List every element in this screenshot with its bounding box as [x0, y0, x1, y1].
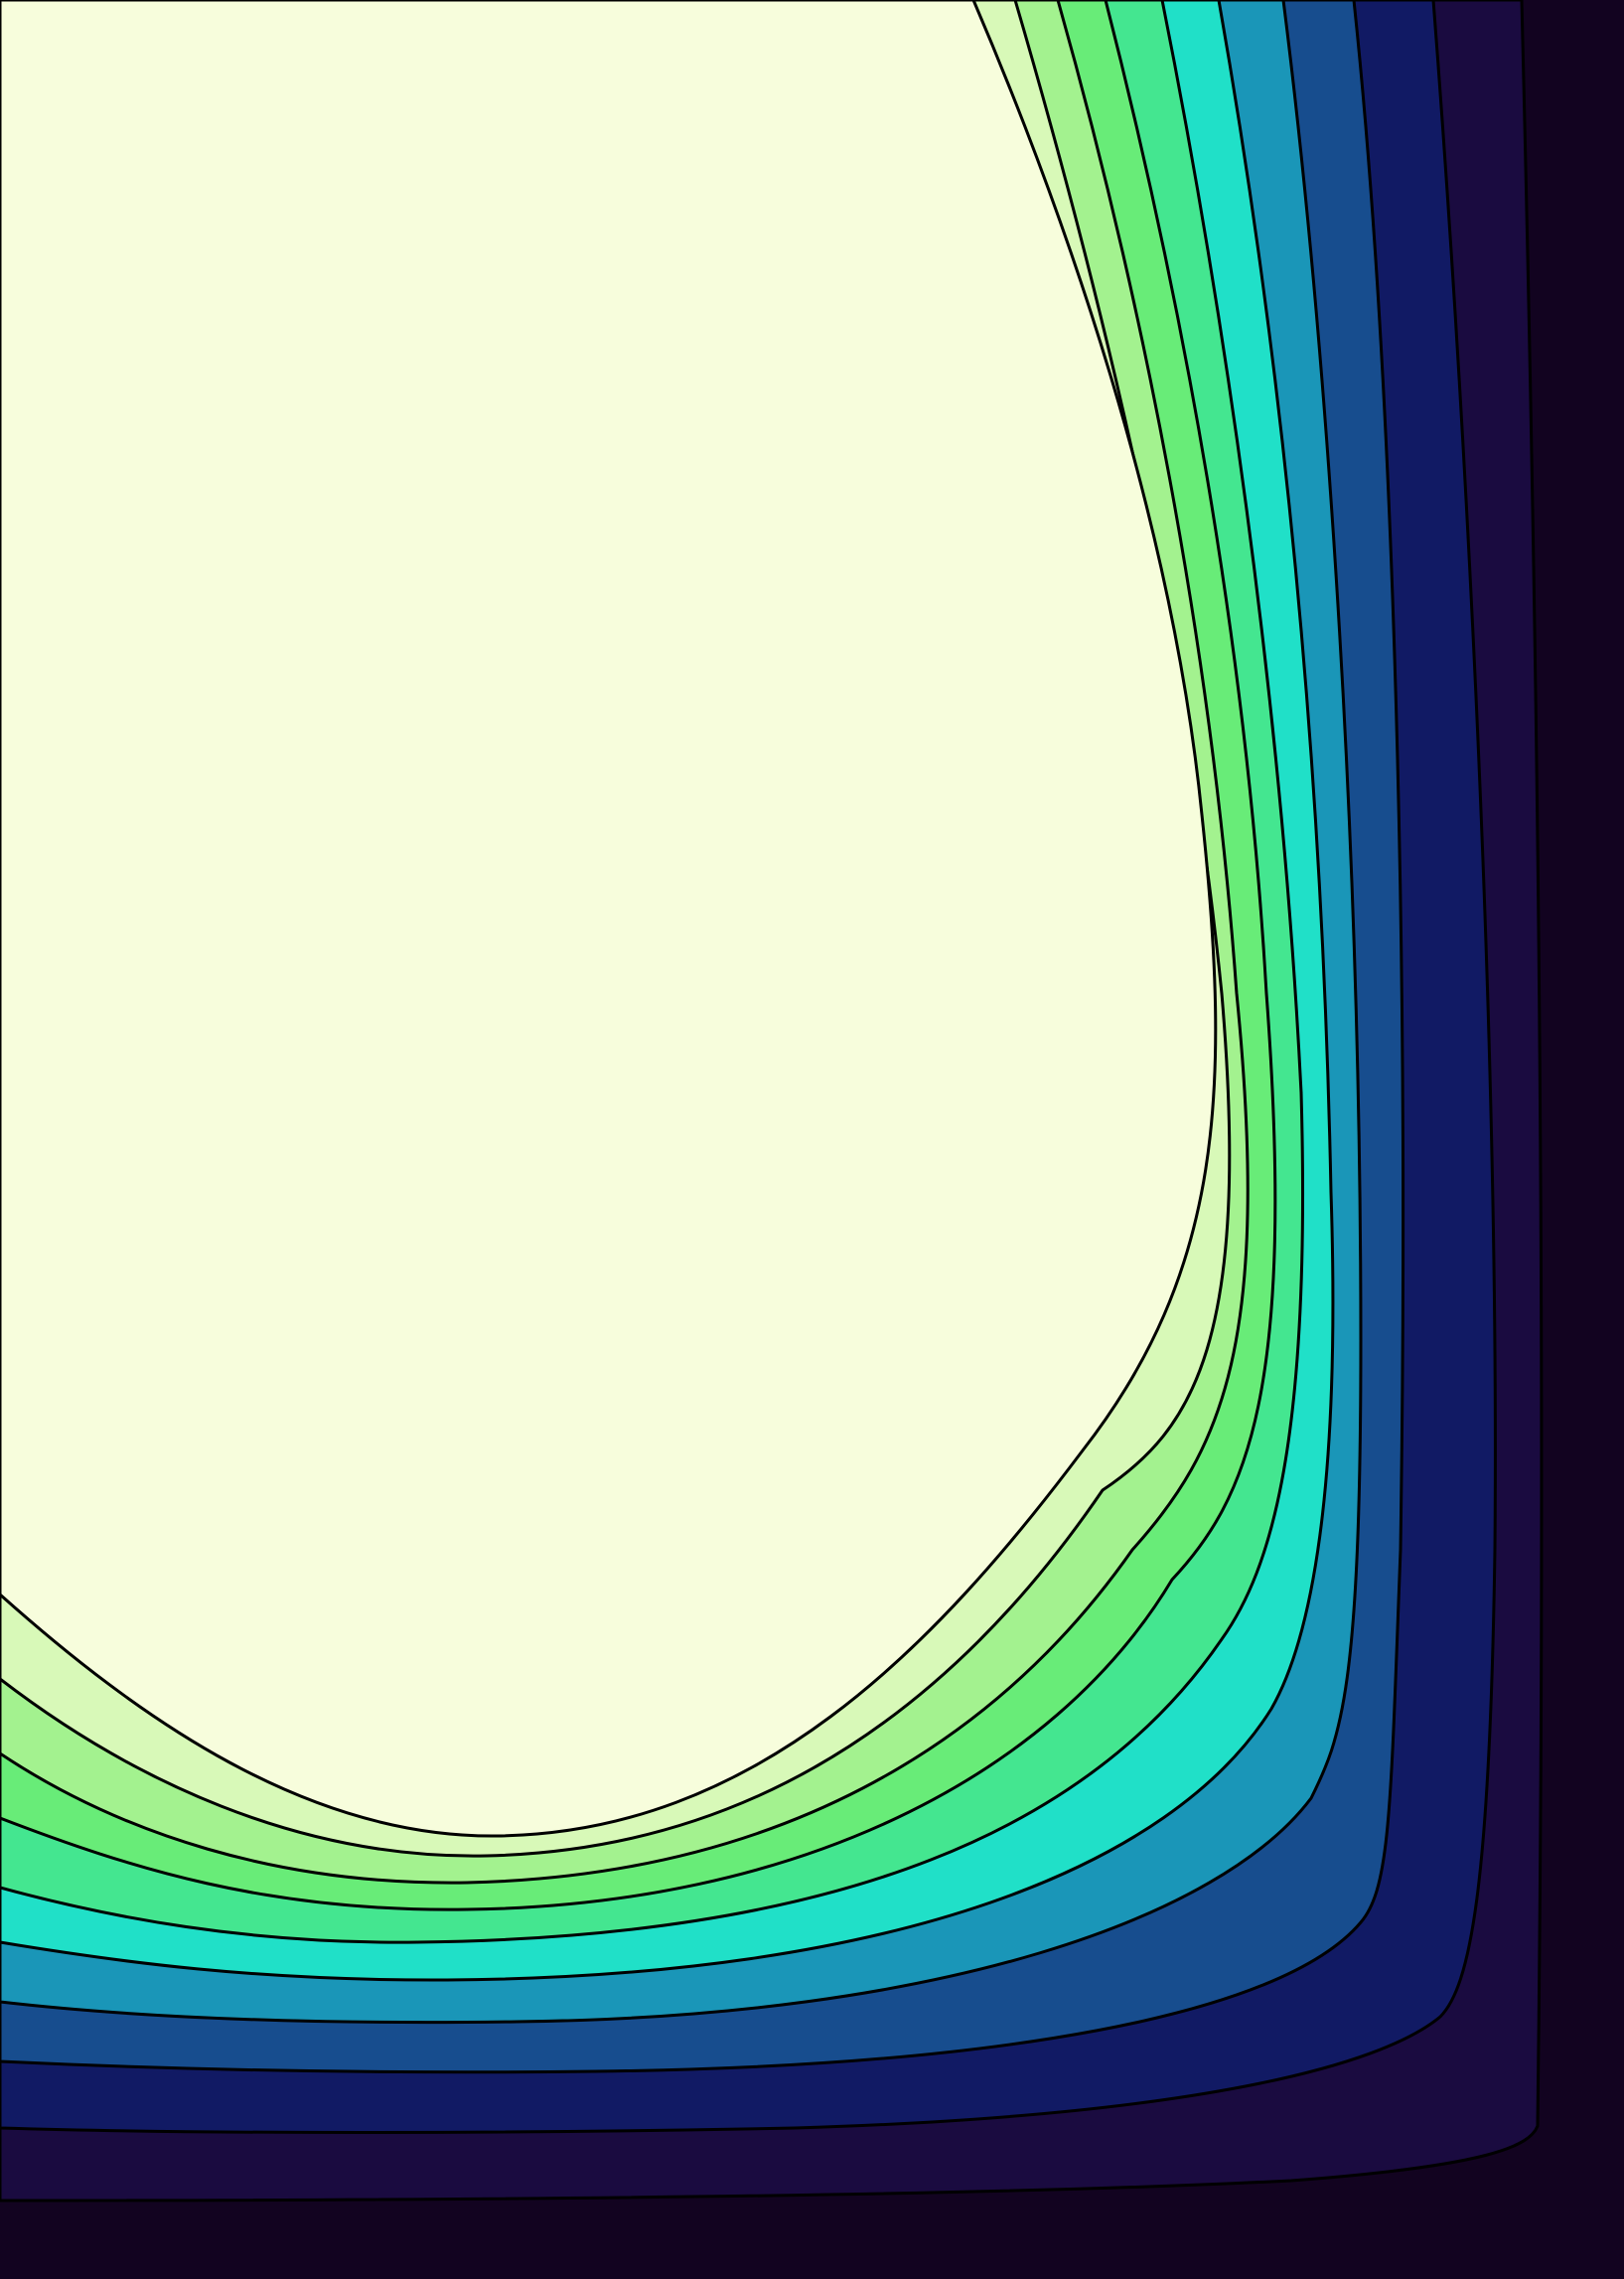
core-region [0, 0, 1218, 1838]
